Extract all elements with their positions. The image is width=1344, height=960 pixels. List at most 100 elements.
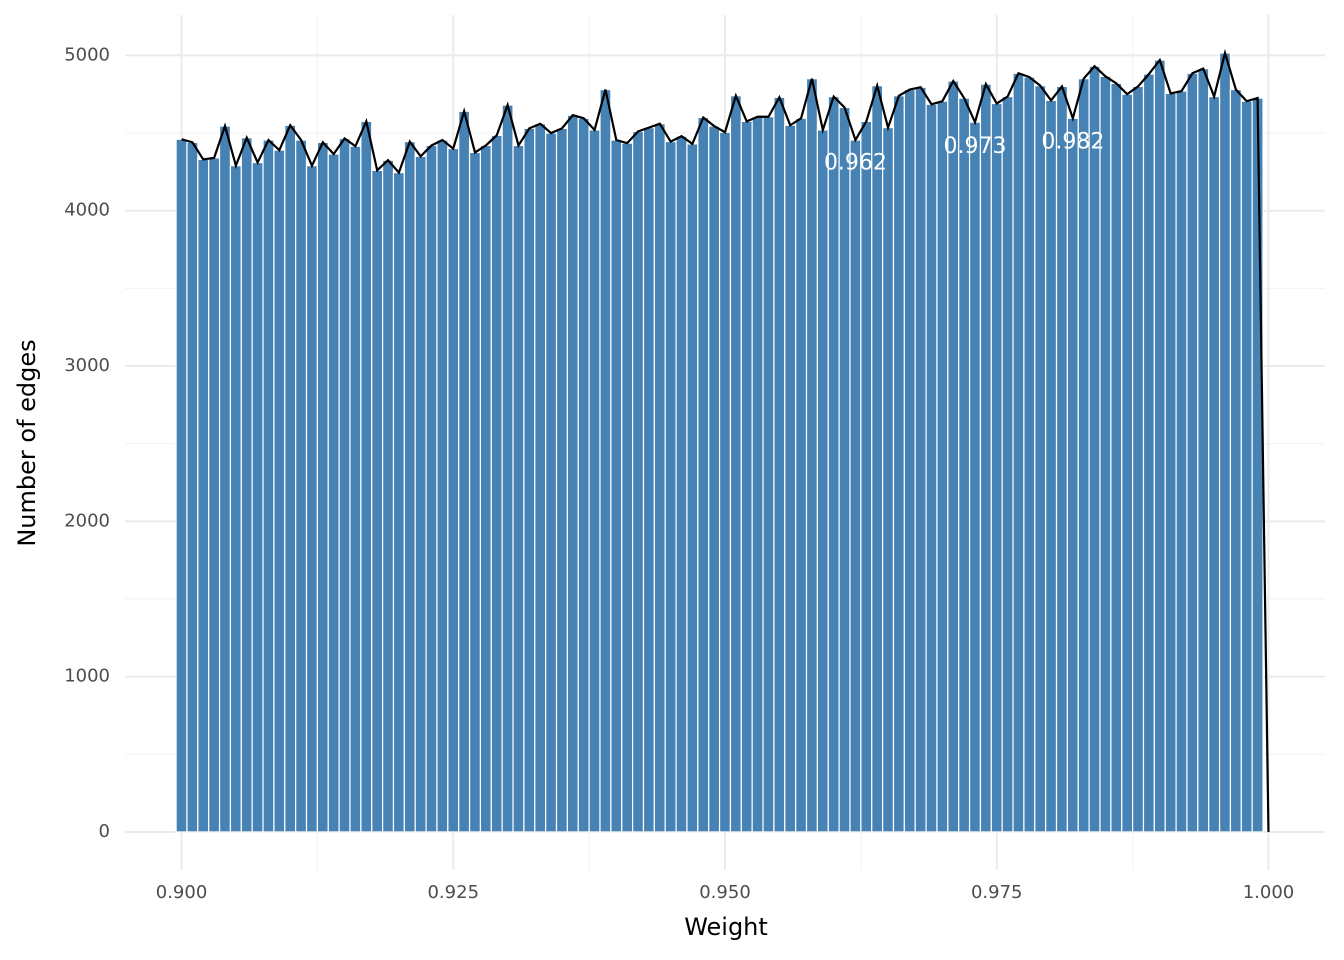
bar [1045, 99, 1058, 833]
bar [512, 144, 525, 833]
bar [1240, 100, 1253, 833]
bar [1001, 95, 1014, 833]
bar [534, 123, 547, 833]
bar [555, 127, 568, 833]
bar [458, 110, 471, 833]
bar [1208, 95, 1221, 833]
bar [936, 100, 949, 833]
bar [838, 106, 851, 833]
bar [653, 123, 666, 833]
bar [882, 127, 895, 833]
bar [425, 144, 438, 833]
bar [903, 88, 916, 833]
bar [382, 159, 395, 833]
bar [1023, 76, 1036, 833]
bar [1197, 67, 1210, 833]
bar [338, 137, 351, 833]
trend-line [181, 48, 1270, 832]
bar [327, 153, 340, 833]
annotation: 0.973 [944, 134, 1007, 159]
y-axis-title: Number of edges [13, 339, 41, 546]
bar [316, 141, 329, 833]
bar [979, 83, 992, 833]
bar [284, 124, 297, 833]
bar [773, 96, 786, 833]
bar [262, 139, 275, 833]
bar [360, 120, 373, 833]
bar [871, 85, 884, 833]
bar [1121, 93, 1134, 833]
y-tick-label: 1000 [64, 666, 110, 687]
y-tick-label: 5000 [64, 44, 110, 65]
bar [1132, 85, 1145, 833]
bar [1175, 90, 1188, 833]
bar [892, 95, 905, 833]
bar [545, 132, 558, 833]
bar [523, 127, 536, 833]
bar [208, 157, 221, 833]
bar [251, 161, 264, 833]
bar [795, 117, 808, 833]
bar [697, 116, 710, 833]
bar [675, 135, 688, 833]
bar [414, 155, 427, 833]
bar [816, 129, 829, 833]
bar [175, 138, 188, 833]
bar [447, 147, 460, 833]
bar [218, 125, 232, 833]
bar [1088, 65, 1101, 833]
bar [403, 140, 416, 833]
x-tick-label: 0.950 [699, 882, 751, 903]
bar [468, 151, 482, 833]
bar [827, 95, 840, 833]
x-tick-label: 0.925 [427, 882, 479, 903]
bar [1110, 82, 1123, 833]
bar [349, 145, 362, 833]
bar [501, 104, 514, 833]
bar [849, 139, 862, 833]
bar [1229, 88, 1242, 833]
x-tick-label: 1.000 [1243, 882, 1295, 903]
y-tick-label: 4000 [64, 200, 110, 221]
bar [1142, 73, 1155, 833]
x-tick-label: 0.900 [156, 882, 208, 903]
bar [1055, 85, 1068, 833]
bar [708, 125, 721, 833]
bar [805, 78, 818, 833]
bar [740, 120, 753, 833]
bar [914, 86, 927, 833]
bar [621, 142, 634, 833]
x-tick-label: 0.975 [971, 882, 1023, 903]
bar [664, 140, 677, 833]
bar [610, 139, 623, 833]
bar [392, 172, 405, 833]
bar [947, 80, 960, 833]
y-tick-label: 0 [99, 821, 110, 842]
bar [479, 144, 492, 833]
annotation: 0.962 [824, 150, 887, 175]
bar [1186, 72, 1199, 833]
bar [1218, 52, 1232, 833]
bar [436, 139, 449, 833]
bar [240, 137, 253, 833]
bar [990, 102, 1003, 833]
bar [490, 134, 503, 833]
bar [762, 116, 775, 833]
bar [632, 130, 645, 833]
annotation: 0.982 [1041, 129, 1104, 154]
bar [577, 117, 590, 833]
bar [371, 169, 384, 833]
y-tick-label: 3000 [64, 355, 110, 376]
bar [968, 121, 982, 833]
bar [305, 165, 318, 833]
bar [186, 141, 199, 833]
bar [925, 103, 938, 833]
bar [599, 88, 612, 833]
bar [1077, 78, 1090, 833]
bar [1251, 97, 1264, 833]
bar [686, 143, 699, 833]
marks [175, 48, 1270, 833]
bar [860, 120, 873, 833]
bar [273, 149, 286, 833]
